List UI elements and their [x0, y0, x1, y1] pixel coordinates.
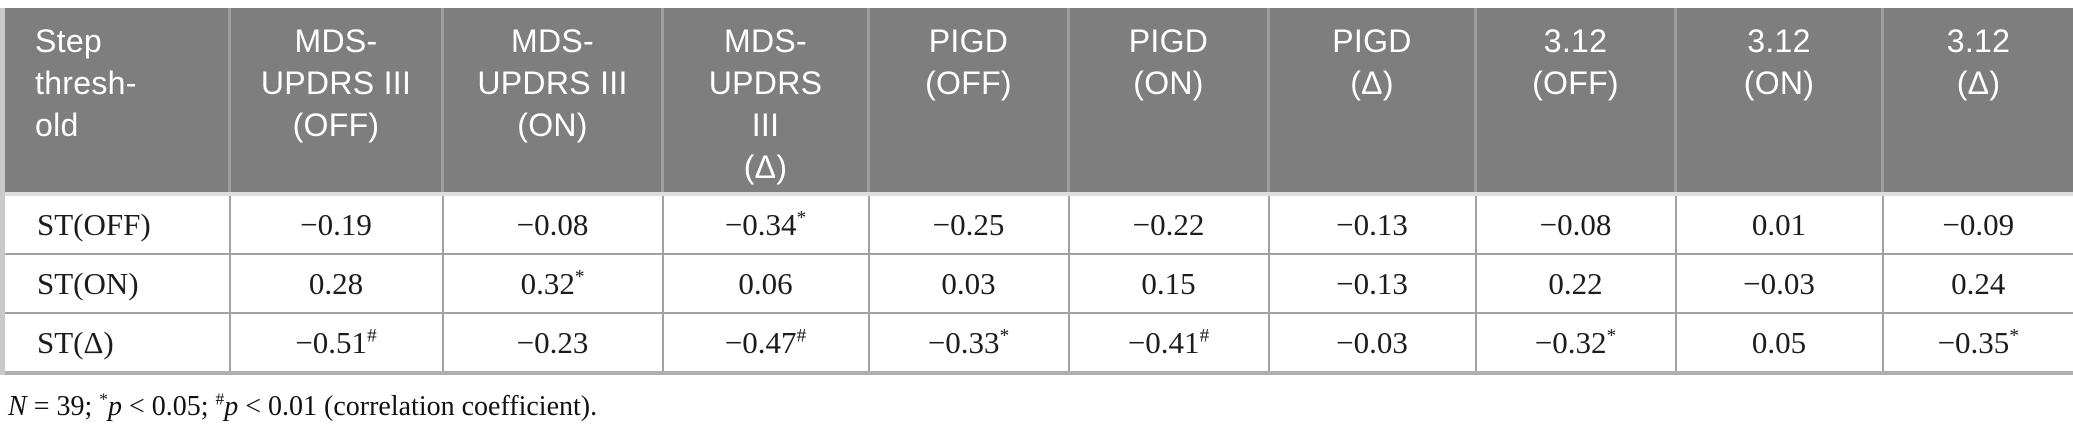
significance-marker: * — [574, 266, 585, 288]
table-row: ST(Δ) −0.51# −0.23 −0.47# −0.33* −0.41# −0.03−… — [1, 312, 2073, 374]
significance-marker: * — [999, 325, 1010, 347]
value-cell: 0.32* — [441, 253, 664, 314]
value-cell: −0.25 — [867, 193, 1070, 255]
footnote-segment: = 39; — [26, 391, 100, 422]
column-header: 3.12 (OFF) — [1475, 8, 1677, 196]
value-cell: 0.05 — [1674, 312, 1884, 374]
significance-marker: # — [1199, 325, 1210, 347]
footnote-segment: * — [99, 389, 108, 409]
value-cell: −0.35* — [1881, 312, 2073, 374]
value-cell: −0.32* — [1474, 312, 1677, 374]
value-cell: −0.34* — [661, 193, 870, 255]
value-cell: 0.06 — [661, 253, 870, 314]
value-cell: 0.01 — [1674, 193, 1884, 255]
significance-marker: * — [1606, 325, 1617, 347]
column-header: PIGD (ON) — [1068, 8, 1270, 196]
significance-marker: # — [796, 325, 807, 347]
column-header: PIGD (Δ) — [1268, 8, 1477, 196]
value-cell: −0.13 — [1267, 253, 1477, 314]
correlation-table: Step thresh- old MDS- UPDRS III (OFF) MDS-… — [0, 8, 2073, 375]
value-cell: 0.15 — [1067, 253, 1270, 314]
table-row: ST(ON) 0.28 0.32* 0.06 0.03 0.15 −0.13 0.22 −0.0… — [1, 253, 2073, 314]
column-header: MDS- UPDRS III (ON) — [442, 8, 664, 196]
table-row: ST(OFF) −0.19 −0.08 −0.34* −0.25 −0.22 −0.13 −0… — [1, 193, 2073, 255]
value-cell: −0.08 — [1474, 193, 1677, 255]
row-label: ST(OFF) — [1, 193, 231, 255]
footnote-segment: N — [8, 391, 27, 422]
significance-marker: * — [2009, 325, 2019, 347]
significance-marker: # — [367, 325, 377, 347]
value-cell: 0.28 — [228, 253, 444, 314]
table-footnote: N = 39; *p < 0.05; #p < 0.01 (correlatio… — [8, 389, 2073, 423]
footnote-segment: < 0.01 (correlation coefficient). — [238, 391, 598, 422]
column-header: 3.12 (Δ) — [1882, 8, 2073, 196]
value-cell: 0.24 — [1881, 253, 2073, 314]
table-header-row: Step thresh- old MDS- UPDRS III (OFF) MDS-… — [2, 8, 2073, 196]
value-cell: −0.33* — [867, 312, 1070, 374]
footnote-segment: < 0.05; — [121, 391, 216, 422]
value-cell: −0.22 — [1067, 193, 1270, 255]
value-cell: −0.51# — [228, 312, 444, 374]
value-cell: −0.23 — [441, 312, 664, 374]
value-cell: −0.03 — [1267, 312, 1477, 374]
row-label: ST(Δ) — [1, 312, 231, 374]
row-label: ST(ON) — [1, 253, 231, 314]
column-header: MDS- UPDRS III (OFF) — [229, 8, 444, 196]
value-cell: 0.22 — [1474, 253, 1677, 314]
value-cell: 0.03 — [867, 253, 1070, 314]
footnote-segment: p — [107, 391, 122, 422]
column-header: 3.12 (ON) — [1675, 8, 1884, 196]
value-cell: −0.09 — [1881, 193, 2073, 255]
column-header: Step thresh- old — [2, 8, 231, 196]
value-cell: −0.47# — [661, 312, 870, 374]
column-header: PIGD (OFF) — [868, 8, 1070, 196]
value-cell: −0.13 — [1267, 193, 1477, 255]
column-header: MDS- UPDRS III (Δ) — [662, 8, 870, 196]
footnote-segment: p — [224, 391, 239, 422]
value-cell: −0.03 — [1674, 253, 1884, 314]
significance-marker: * — [796, 207, 807, 229]
value-cell: −0.08 — [441, 193, 664, 255]
value-cell: −0.41# — [1067, 312, 1270, 374]
footnote-segment: # — [215, 389, 225, 409]
value-cell: −0.19 — [228, 193, 444, 255]
